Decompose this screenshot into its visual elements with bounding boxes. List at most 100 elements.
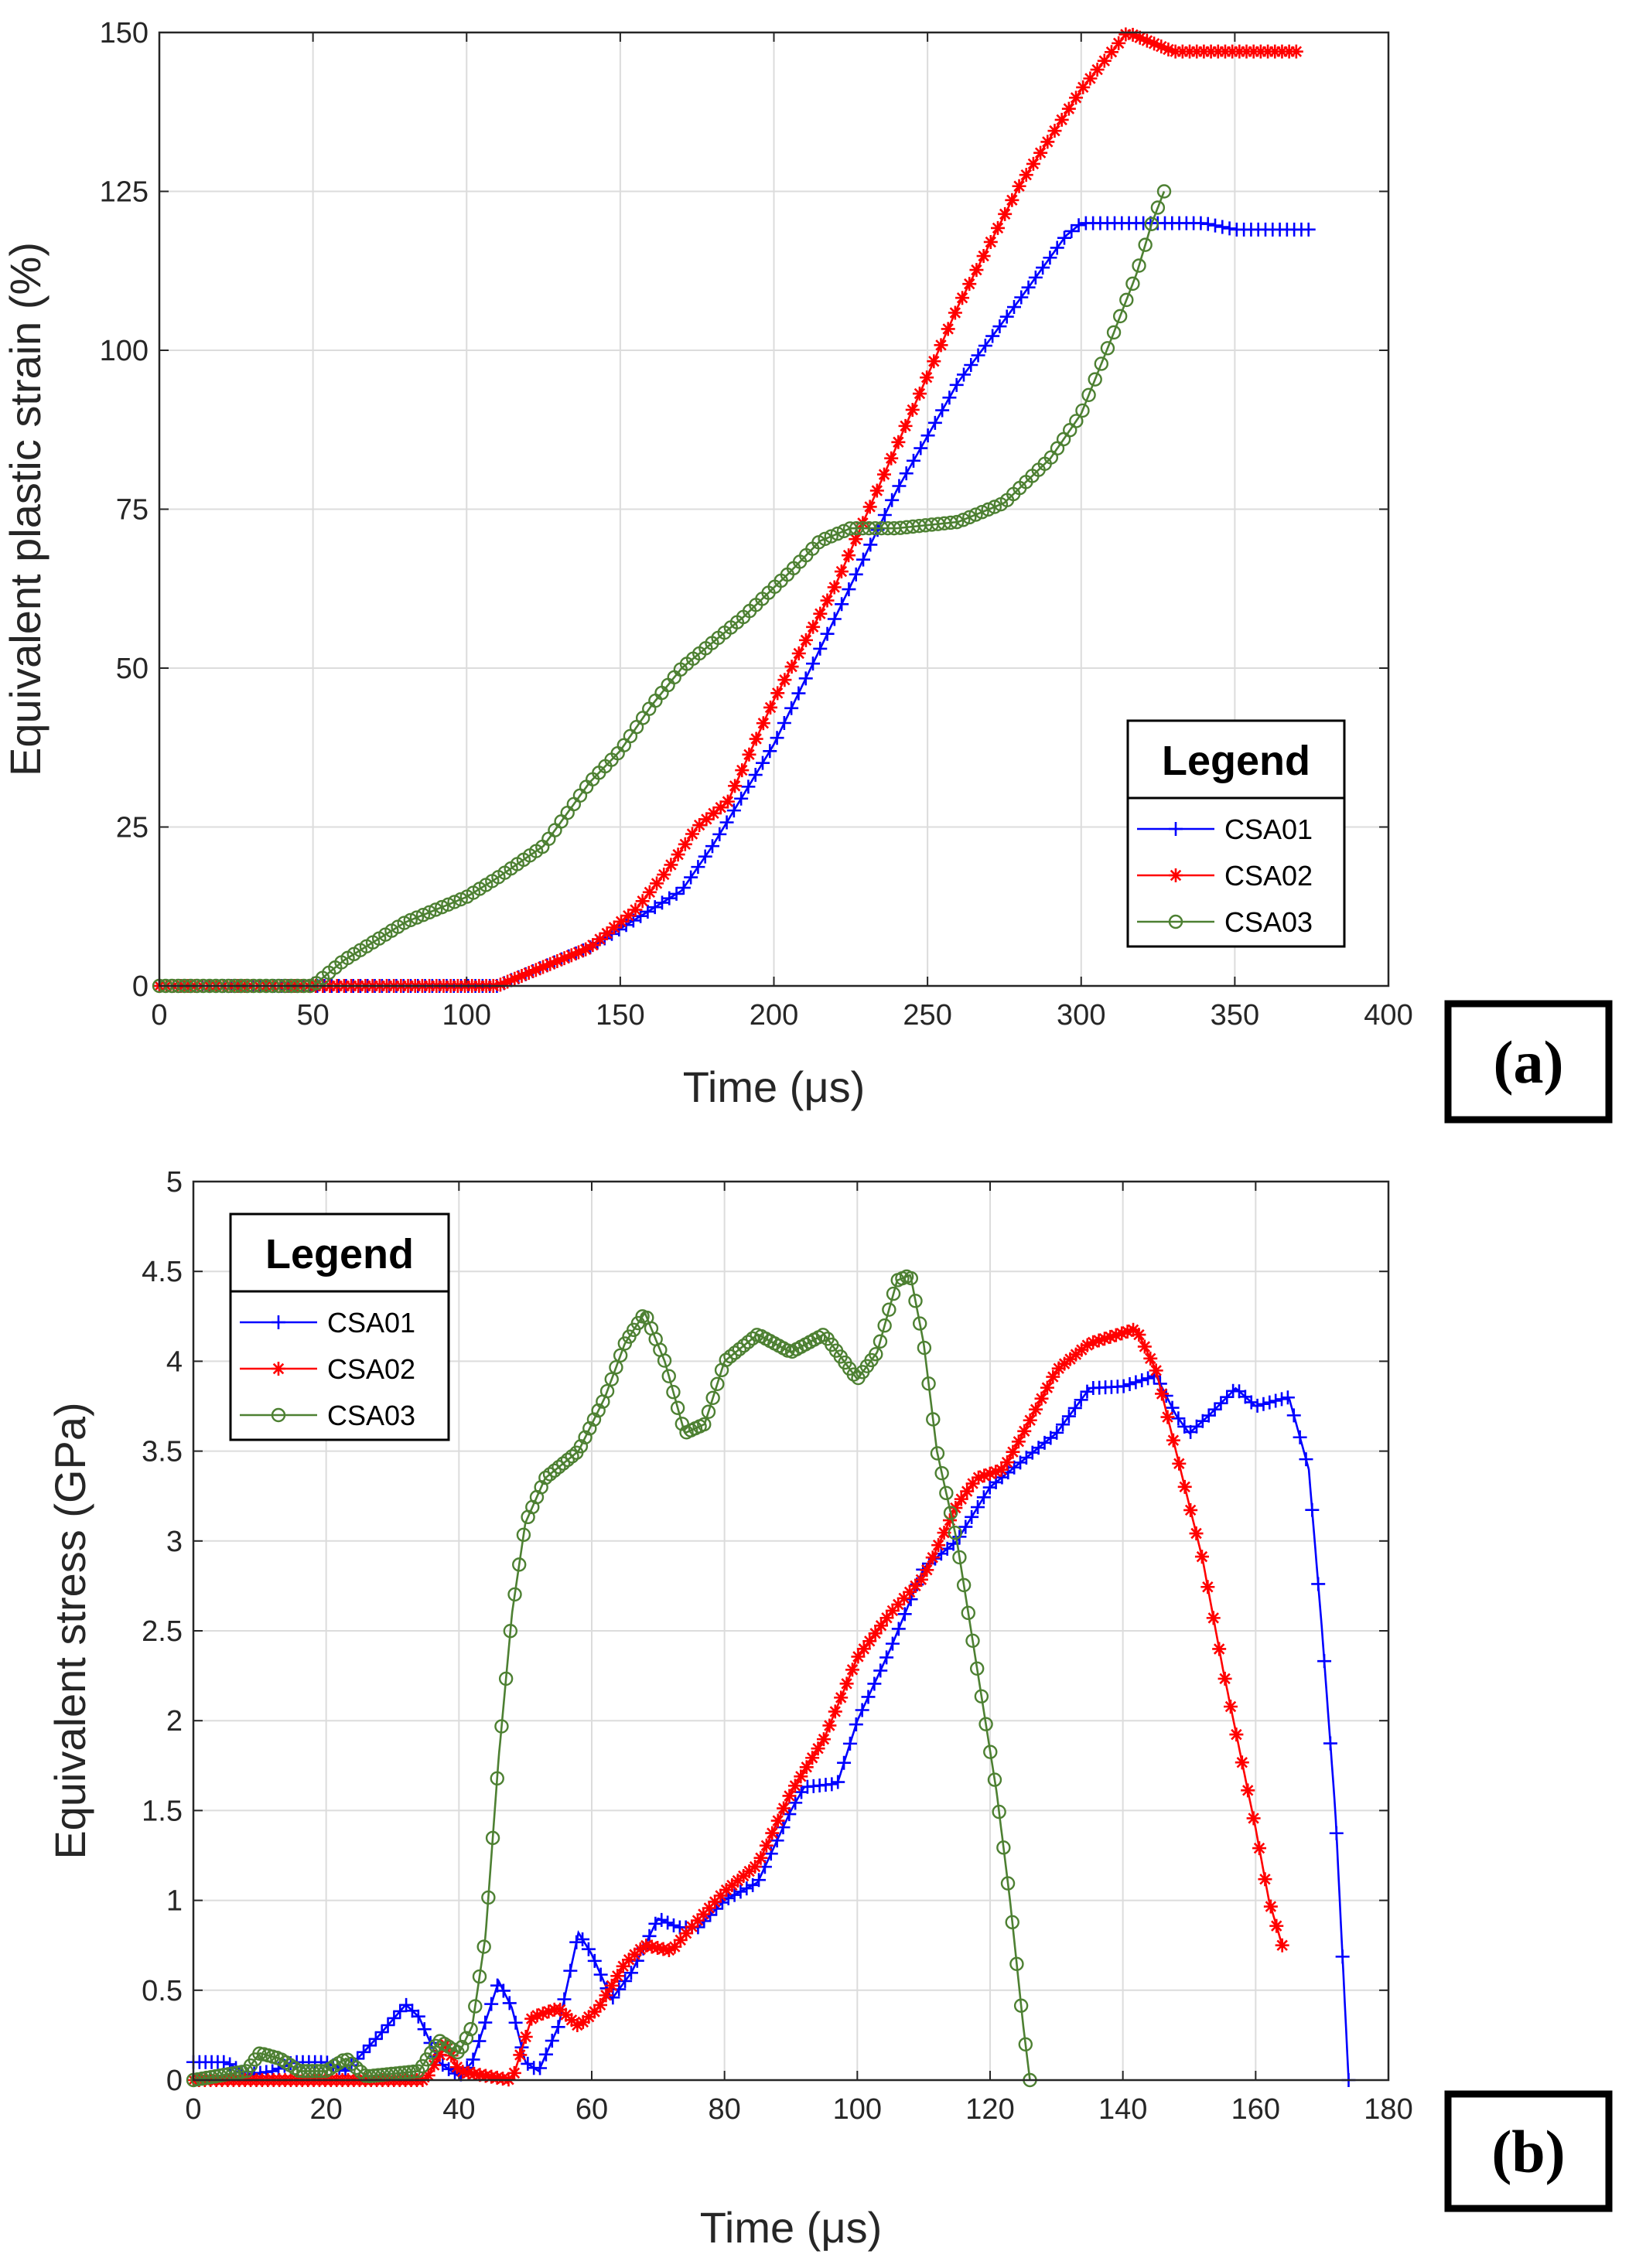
x-tick-label: 80: [709, 2093, 741, 2126]
panel-label: (b): [1444, 2090, 1613, 2212]
data-point-csa02: [749, 732, 763, 746]
data-point-csa01: [907, 453, 920, 468]
data-point-csa02: [1161, 42, 1176, 56]
data-point-csa02: [799, 1760, 814, 1775]
data-point-csa02: [633, 1942, 647, 1956]
data-point-csa03: [956, 1577, 972, 1593]
data-point-csa02: [1083, 71, 1098, 86]
data-point-csa02: [685, 1919, 699, 1934]
data-point-csa01: [1244, 1395, 1258, 1410]
data-point-csa03: [463, 2021, 478, 2037]
data-point-csa02: [1097, 1332, 1112, 1346]
data-point-csa02: [644, 1939, 659, 1954]
data-point-csa03: [705, 1390, 720, 1405]
data-point-csa01: [885, 1636, 900, 1651]
data-point-csa02: [976, 249, 991, 264]
data-point-csa02: [513, 2048, 528, 2062]
legend-label-csa01: CSA01: [327, 1307, 415, 1339]
data-point-csa01: [593, 1967, 608, 1982]
data-point-csa02: [1040, 135, 1055, 149]
data-point-csa01: [1280, 1390, 1295, 1405]
y-tick-label: 4: [166, 1345, 183, 1378]
data-point-csa02: [1246, 44, 1261, 59]
data-point-csa02: [571, 945, 586, 960]
data-point-csa01: [999, 309, 1014, 324]
data-point-csa02: [1194, 1550, 1209, 1564]
data-point-csa01: [217, 2055, 231, 2069]
data-point-csa01: [1028, 270, 1043, 285]
data-point-csa03: [701, 1404, 716, 1419]
data-point-csa03: [516, 1527, 531, 1543]
data-point-csa03: [542, 1467, 558, 1482]
data-point-csa02: [1091, 1333, 1106, 1348]
data-point-csa01: [877, 508, 892, 523]
data-point-csa02: [941, 322, 955, 336]
data-point-csa02: [535, 2006, 550, 2021]
data-point-csa02: [719, 1883, 734, 1898]
legend-label-csa03: CSA03: [1224, 906, 1313, 938]
data-point-csa02: [622, 1953, 637, 1967]
data-point-csa03: [490, 1771, 504, 1786]
data-point-csa02: [616, 1959, 630, 1973]
data-point-csa03: [987, 500, 1002, 514]
data-point-csa02: [1000, 1455, 1015, 1470]
data-point-csa02: [1132, 30, 1147, 45]
data-point-csa03: [943, 1506, 958, 1520]
data-point-csa01: [1050, 240, 1064, 255]
data-point-csa01: [1275, 1392, 1289, 1407]
data-point-csa03: [340, 2052, 355, 2067]
data-point-csa01: [752, 1873, 767, 1888]
data-point-csa03: [565, 1449, 579, 1464]
data-point-csa02: [885, 1603, 900, 1618]
data-point-csa01: [1141, 1371, 1156, 1386]
data-point-csa02: [1061, 101, 1076, 116]
data-point-csa03: [996, 1840, 1011, 1855]
data-point-csa03: [538, 1470, 553, 1485]
x-tick-label: 180: [1364, 2093, 1412, 2126]
data-point-csa03: [555, 1456, 571, 1471]
data-point-csa02: [1154, 39, 1169, 54]
data-point-csa02: [903, 1584, 917, 1599]
data-point-csa03: [498, 1671, 514, 1687]
data-point-csa02: [1090, 63, 1105, 77]
data-point-csa03: [468, 1999, 483, 2014]
data-point-csa02: [828, 1704, 842, 1719]
data-point-csa01: [1250, 1398, 1265, 1413]
data-point-csa01: [897, 1607, 912, 1622]
data-point-csa02: [1132, 1328, 1146, 1342]
data-point-csa02: [690, 1913, 705, 1928]
data-point-csa02: [1143, 1351, 1158, 1366]
data-point-csa02: [972, 1470, 985, 1485]
data-point-csa02: [725, 1878, 739, 1893]
data-point-csa02: [927, 354, 941, 369]
data-point-csa02: [842, 548, 856, 563]
data-point-csa03: [710, 1376, 725, 1391]
x-tick-label: 250: [903, 999, 951, 1032]
data-point-csa03: [349, 2060, 364, 2075]
data-point-csa02: [449, 2060, 464, 2075]
data-point-csa01: [985, 329, 1000, 343]
data-point-csa01: [676, 881, 691, 895]
data-point-csa02: [1175, 44, 1190, 59]
data-point-csa03: [948, 1525, 962, 1540]
data-point-csa03: [1168, 914, 1183, 929]
data-point-csa02: [991, 220, 1005, 235]
data-point-csa02: [798, 633, 813, 647]
data-point-csa02: [427, 2058, 442, 2072]
data-point-csa01: [569, 1935, 584, 1949]
data-point-csa02: [579, 942, 593, 957]
data-point-csa02: [1115, 1326, 1129, 1341]
data-point-csa02: [912, 387, 927, 401]
data-point-csa03: [582, 1421, 597, 1436]
data-point-csa01: [1057, 230, 1071, 245]
data-point-csa01: [478, 2015, 493, 2030]
data-point-csa03: [453, 892, 468, 907]
x-tick-label: 400: [1364, 999, 1412, 1032]
data-point-csa01: [914, 441, 928, 455]
data-point-csa03: [507, 1587, 522, 1602]
legend-label-csa03: CSA03: [327, 1400, 415, 1431]
data-point-csa02: [962, 277, 977, 292]
data-point-csa02: [575, 2014, 590, 2029]
data-point-csa03: [441, 897, 456, 912]
